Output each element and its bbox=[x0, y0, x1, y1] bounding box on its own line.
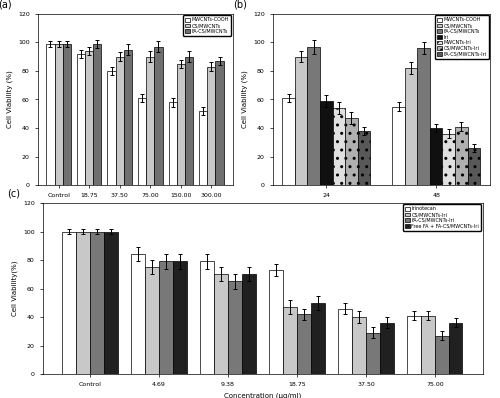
Bar bbox=[380, 323, 394, 374]
Bar bbox=[173, 261, 186, 374]
Bar bbox=[77, 54, 85, 185]
Bar bbox=[146, 267, 159, 374]
Bar bbox=[90, 232, 104, 374]
Text: (c): (c) bbox=[8, 188, 20, 198]
Bar bbox=[308, 47, 320, 185]
Bar bbox=[62, 232, 76, 374]
Bar bbox=[124, 50, 132, 185]
Bar bbox=[320, 101, 332, 185]
Bar bbox=[228, 281, 242, 374]
Bar bbox=[116, 57, 124, 185]
Bar bbox=[295, 57, 308, 185]
Bar bbox=[168, 102, 177, 185]
Bar bbox=[332, 108, 345, 185]
Bar bbox=[352, 317, 366, 374]
Bar bbox=[108, 71, 116, 185]
Bar bbox=[366, 333, 380, 374]
Bar bbox=[442, 134, 455, 185]
Bar bbox=[430, 128, 442, 185]
Bar bbox=[76, 232, 90, 374]
Bar bbox=[282, 98, 295, 185]
Bar bbox=[214, 274, 228, 374]
Bar bbox=[216, 61, 224, 185]
X-axis label: Concentration (μg/ml): Concentration (μg/ml) bbox=[224, 392, 301, 398]
Bar bbox=[283, 307, 297, 374]
Bar bbox=[62, 44, 71, 185]
Y-axis label: Cell Viability (%): Cell Viability (%) bbox=[241, 70, 248, 129]
X-axis label: Incubation time (h): Incubation time (h) bbox=[348, 203, 415, 210]
Y-axis label: Cell Viability (%): Cell Viability (%) bbox=[6, 70, 12, 129]
Bar bbox=[455, 127, 468, 185]
X-axis label: Concentration (μg/ml): Concentration (μg/ml) bbox=[96, 203, 174, 210]
Bar bbox=[159, 261, 173, 374]
Y-axis label: Cell Viability(%): Cell Viability(%) bbox=[11, 261, 18, 316]
Legend: Irinotecan, CS/MWCNTs-Iri, FA-CS/MWCNTs-Iri, Free FA + FA-CS/MWCNTs-Iri: Irinotecan, CS/MWCNTs-Iri, FA-CS/MWCNTs-… bbox=[403, 205, 481, 230]
Bar bbox=[242, 274, 256, 374]
Bar bbox=[468, 148, 480, 185]
Bar bbox=[54, 44, 62, 185]
Bar bbox=[138, 98, 146, 185]
Bar bbox=[46, 44, 54, 185]
Bar bbox=[408, 316, 421, 374]
Bar bbox=[421, 316, 435, 374]
Bar bbox=[199, 111, 207, 185]
Bar bbox=[270, 270, 283, 374]
Bar bbox=[85, 51, 93, 185]
Bar bbox=[448, 323, 462, 374]
Bar bbox=[208, 67, 216, 185]
Bar bbox=[104, 232, 118, 374]
Legend: MWCNTs-COOH, CS/MWCNTs, FA-CS/MWCNTs: MWCNTs-COOH, CS/MWCNTs, FA-CS/MWCNTs bbox=[184, 16, 231, 36]
Bar bbox=[311, 303, 324, 374]
Bar bbox=[345, 118, 358, 185]
Bar bbox=[132, 254, 145, 374]
Bar bbox=[358, 131, 370, 185]
Bar bbox=[392, 107, 405, 185]
Text: (a): (a) bbox=[0, 0, 12, 9]
Bar bbox=[435, 336, 448, 374]
Bar bbox=[200, 261, 214, 374]
Bar bbox=[93, 44, 102, 185]
Bar bbox=[418, 48, 430, 185]
Bar bbox=[177, 64, 185, 185]
Bar bbox=[146, 57, 154, 185]
Bar bbox=[338, 308, 352, 374]
Bar bbox=[185, 57, 193, 185]
Bar bbox=[154, 47, 162, 185]
Bar bbox=[297, 314, 311, 374]
Text: (b): (b) bbox=[234, 0, 247, 9]
Bar bbox=[405, 68, 417, 185]
Legend: MWCNTs-COOH, CS/MWCNTs, FA-CS/MWCNTs, Iri, MWCNTs-Iri, CS/MWCNTs-Iri, FA-CS/MWCN: MWCNTs-COOH, CS/MWCNTs, FA-CS/MWCNTs, Ir… bbox=[435, 16, 488, 59]
